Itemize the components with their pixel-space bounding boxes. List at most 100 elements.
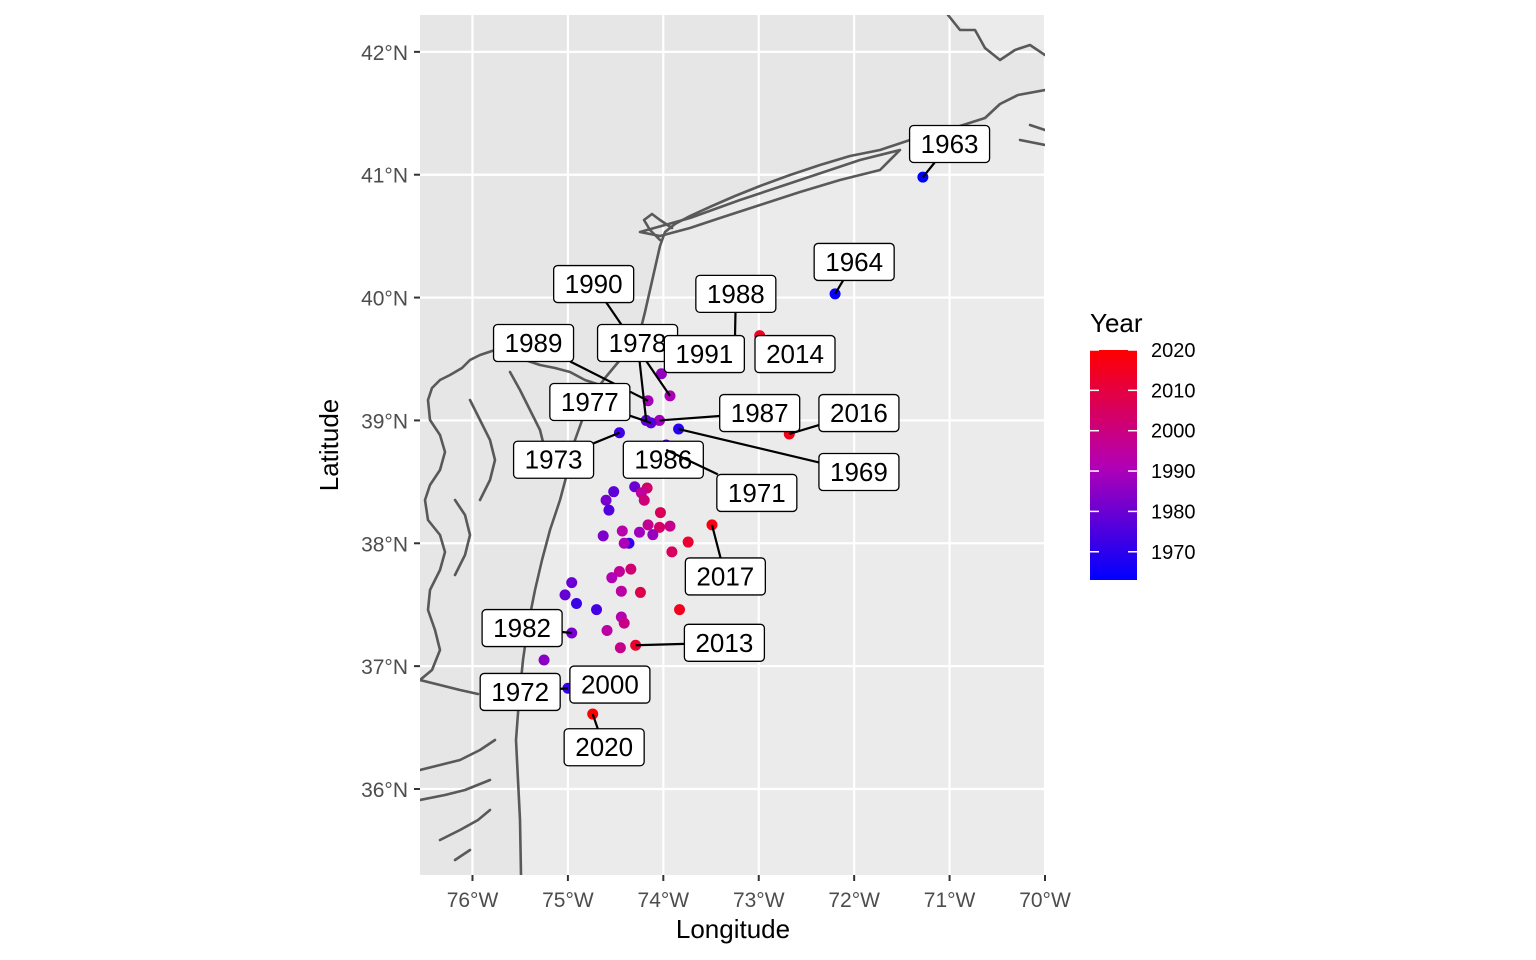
label-text: 2016 <box>830 398 888 428</box>
year-label: 1964 <box>813 242 895 295</box>
label-box <box>553 264 635 304</box>
year-label: 2020 <box>563 713 645 767</box>
legend-tick-label: 1990 <box>1151 461 1196 483</box>
x-tick-label: 70°W <box>1019 889 1071 912</box>
label-box <box>818 452 900 492</box>
label-text: 1978 <box>609 328 667 358</box>
year-label: 1978 <box>596 323 679 421</box>
data-point <box>600 494 612 506</box>
label-text: 1971 <box>728 478 786 508</box>
label-text: 1987 <box>731 398 789 428</box>
x-tick-label: 74°W <box>638 889 690 912</box>
data-point <box>634 586 646 598</box>
legend-ticks: 1970 1980 1990 2000 2010 2020 <box>1090 340 1196 564</box>
legend: Year 1970 1980 1990 2000 2010 2020 <box>1090 308 1196 580</box>
data-point <box>664 520 676 532</box>
label-text: 1989 <box>505 328 563 358</box>
legend-title: Year <box>1090 308 1143 338</box>
label-box <box>569 665 651 704</box>
label-leader-line <box>788 423 820 435</box>
label-leader-line <box>834 279 845 295</box>
label-leader-line <box>591 713 599 730</box>
data-point <box>601 625 613 637</box>
label-box <box>663 334 746 374</box>
y-tick-label: 39°N <box>361 410 408 433</box>
year-label: 1982 <box>481 608 572 648</box>
data-point <box>613 566 625 578</box>
label-text: 1964 <box>825 247 883 277</box>
label-box <box>754 334 836 374</box>
x-axis-title: Longitude <box>676 914 790 944</box>
label-box <box>512 440 595 479</box>
data-point <box>615 585 627 597</box>
year-label: 1987 <box>659 393 801 433</box>
label-text: 1990 <box>565 269 623 299</box>
year-label: 1971 <box>665 448 798 513</box>
year-label: 2016 <box>788 393 900 435</box>
data-point <box>633 526 645 538</box>
label-box <box>622 440 704 479</box>
labels-layer: 1963 1964 1990 1988 1989 1978 1991 2014 1977 1987… <box>479 124 991 767</box>
year-label: 1973 <box>512 431 620 479</box>
x-tick-label: 71°W <box>924 889 976 912</box>
label-text: 1977 <box>561 387 619 417</box>
label-text: 1969 <box>830 457 888 487</box>
year-label: 1988 <box>695 274 777 344</box>
label-text: 1963 <box>921 129 979 159</box>
y-tick-label: 37°N <box>361 656 408 679</box>
label-text: 2020 <box>575 732 633 762</box>
land-mass <box>420 15 1045 875</box>
data-point <box>655 368 667 380</box>
label-box <box>908 124 991 164</box>
year-label: 1972 <box>479 672 568 712</box>
year-label: 2014 <box>754 334 836 374</box>
y-tick-label: 42°N <box>361 42 408 65</box>
data-point <box>618 537 630 549</box>
legend-tick-label: 1970 <box>1151 542 1196 564</box>
label-text: 1973 <box>525 445 583 475</box>
label-leader-line <box>560 687 568 690</box>
legend-tick-label: 2000 <box>1151 421 1196 443</box>
year-label: 1963 <box>908 124 991 178</box>
data-point <box>618 617 630 629</box>
year-label: 2013 <box>635 623 766 662</box>
label-box <box>818 393 900 433</box>
label-box <box>563 728 645 767</box>
label-leader-line <box>710 524 722 559</box>
label-text: 2017 <box>696 561 754 591</box>
label-leader-line <box>629 414 652 424</box>
label-leader-line <box>593 431 620 445</box>
year-label: 1977 <box>549 382 652 424</box>
year-label: 1969 <box>678 427 900 492</box>
x-tick-label: 72°W <box>828 889 880 912</box>
coastline <box>420 15 1045 875</box>
label-leader-line <box>678 427 820 464</box>
y-tick-label: 40°N <box>361 288 408 311</box>
data-point <box>591 604 603 616</box>
label-text: 1982 <box>493 613 551 643</box>
data-point <box>647 529 659 541</box>
year-label: 1986 <box>622 440 704 479</box>
legend-tick-label: 1980 <box>1151 501 1196 523</box>
label-box <box>813 242 895 282</box>
label-text: 1972 <box>491 677 549 707</box>
label-box <box>479 672 561 712</box>
y-tick-label: 38°N <box>361 533 408 556</box>
label-leader-line <box>659 414 720 422</box>
data-point <box>616 525 628 537</box>
data-point <box>638 494 650 506</box>
data-point <box>597 530 609 542</box>
label-box <box>683 623 766 662</box>
data-point <box>674 604 686 616</box>
y-tick-label: 41°N <box>361 165 408 188</box>
year-label: 1989 <box>492 323 649 402</box>
data-point <box>614 642 626 654</box>
label-text: 2013 <box>695 628 753 658</box>
y-axis-title: Latitude <box>314 399 344 492</box>
data-point <box>538 654 550 666</box>
data-point <box>682 536 694 548</box>
data-point <box>606 572 618 584</box>
label-leader-line <box>635 642 685 647</box>
data-point <box>654 521 666 533</box>
